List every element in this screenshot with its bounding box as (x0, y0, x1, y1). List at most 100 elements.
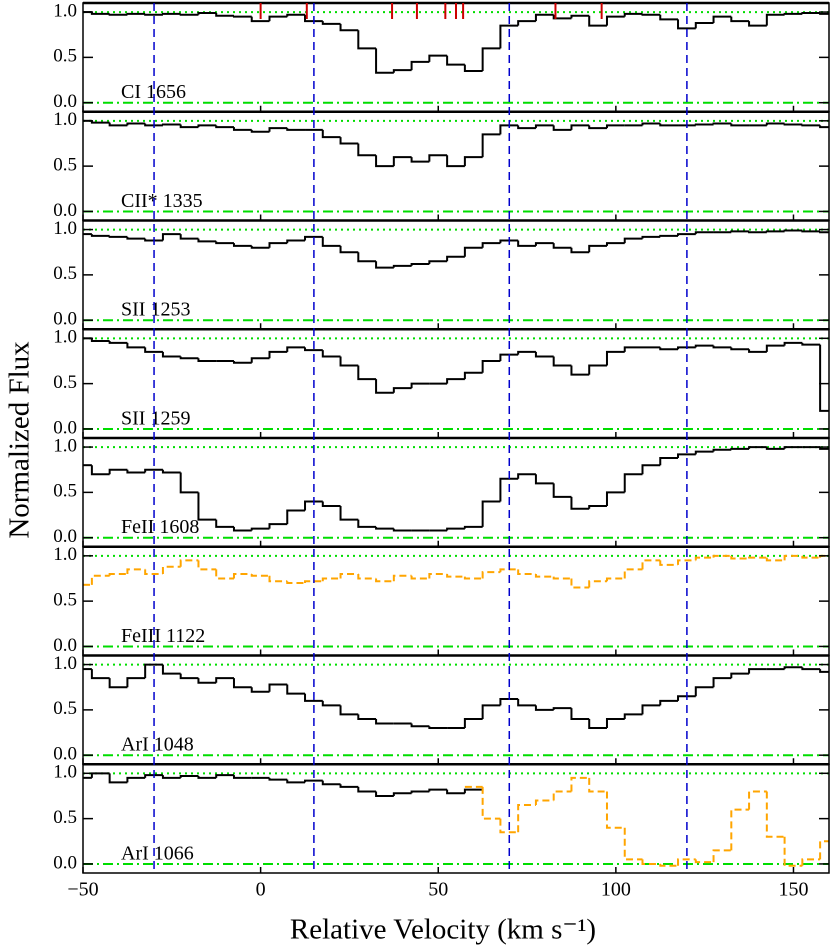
flux-step (232, 360, 252, 364)
flux-step (534, 124, 554, 129)
panel-frame (82, 328, 830, 439)
flux-step (392, 156, 412, 167)
flux-step (339, 23, 359, 32)
flux-step (588, 777, 607, 793)
flux-step (126, 677, 146, 688)
flux-step (232, 775, 252, 779)
flux-step (250, 687, 270, 693)
flux-step (304, 580, 323, 583)
flux-step (570, 14, 590, 19)
flux-step (215, 241, 234, 245)
flux-step (446, 55, 465, 66)
flux-step (250, 16, 270, 23)
flux-step (392, 69, 412, 73)
flux-step (748, 349, 767, 353)
y-tick-label: 1.0 (53, 544, 77, 565)
flux-step (392, 792, 412, 796)
flux-step (588, 364, 607, 375)
flux-step (144, 13, 163, 16)
flux-step (730, 230, 750, 233)
flux-step (463, 246, 483, 257)
flux-step (730, 808, 750, 851)
flux-step (357, 714, 377, 720)
flux-step (286, 581, 306, 584)
flux-step (446, 155, 465, 168)
flux-step (232, 526, 252, 532)
flux-step (268, 127, 288, 132)
flux-step (783, 341, 803, 346)
flux-step (90, 234, 110, 237)
flux-step (605, 15, 625, 26)
y-tick-label: 0.5 (53, 154, 77, 175)
flux-step (481, 359, 501, 373)
flux-step (570, 578, 590, 589)
flux-step (90, 465, 110, 476)
flux-step (552, 790, 572, 801)
flux-step (232, 127, 252, 131)
flux-step (197, 238, 217, 243)
flux-step (463, 525, 483, 529)
flux-step (712, 677, 732, 688)
flux-step (410, 723, 430, 728)
flux-step (659, 123, 679, 127)
flux-step (428, 788, 448, 792)
flux-step (108, 572, 128, 576)
flux-step (534, 242, 554, 246)
flux-step (605, 577, 625, 582)
flux-step (321, 236, 341, 247)
flux-step (215, 519, 234, 528)
y-tick-label: 0.5 (53, 589, 77, 610)
flux-step (801, 11, 821, 14)
flux-step (161, 351, 181, 358)
flux-step (375, 791, 394, 797)
flux-step (730, 672, 750, 679)
flux-step (108, 235, 128, 238)
flux-step (232, 678, 252, 689)
flux-step (197, 492, 217, 521)
y-tick-label: 0.5 (53, 807, 77, 828)
flux-step (748, 231, 767, 234)
flux-step (605, 124, 625, 129)
flux-step (286, 239, 306, 244)
flux-step (730, 16, 750, 23)
flux-step (463, 717, 483, 728)
flux-step (801, 124, 821, 127)
flux-step (641, 464, 661, 475)
flux-step (499, 568, 519, 573)
flux-step (534, 705, 554, 711)
flux-step (552, 243, 572, 249)
flux-step (375, 261, 394, 269)
flux-step (126, 469, 146, 474)
flux-step (623, 12, 643, 17)
flux-step (268, 523, 288, 529)
flux-step (819, 231, 829, 234)
flux-step (321, 350, 341, 358)
flux-step (677, 858, 696, 866)
flux-step (179, 472, 199, 494)
flux-step (588, 15, 607, 27)
panel-label: CII* 1335 (121, 190, 203, 212)
flux-step (90, 574, 110, 585)
flux-step (108, 773, 128, 784)
flux-step (90, 12, 110, 15)
flux-step (499, 124, 519, 135)
flux-step (215, 677, 234, 683)
flux-step (623, 237, 643, 244)
flux-step (321, 780, 341, 786)
flux-step (197, 560, 217, 571)
flux-step (712, 554, 732, 558)
y-tick-label: 0.0 (53, 526, 77, 547)
flux-step (570, 247, 590, 254)
flux-step (375, 155, 394, 168)
flux-step (197, 11, 217, 15)
flux-step (659, 699, 679, 706)
flux-step (605, 242, 625, 246)
flux-step (570, 365, 590, 376)
flux-step (588, 125, 607, 130)
flux-step (765, 557, 785, 562)
flux-step (304, 693, 323, 702)
panel-label: SII 1253 (121, 299, 190, 321)
flux-step (765, 230, 785, 233)
flux-step (321, 21, 341, 25)
